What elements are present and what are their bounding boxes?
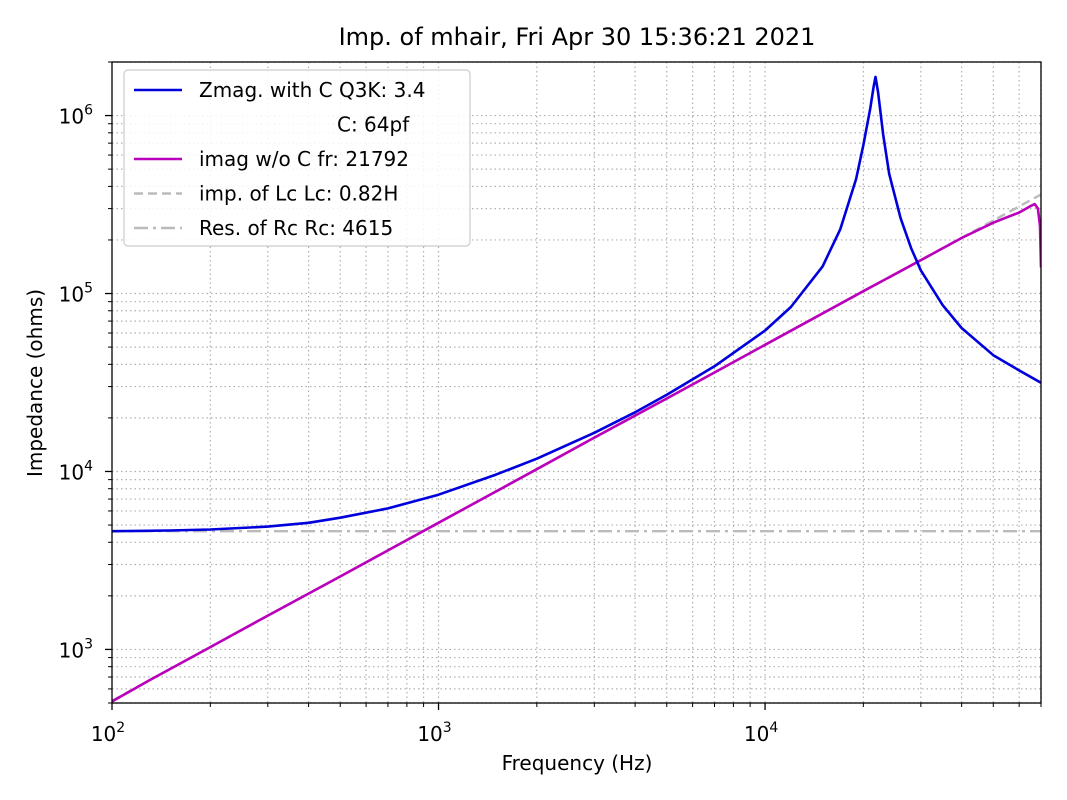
legend-label: Zmag. with C Q3K: 3.4	[199, 78, 425, 102]
axis-ticks: 102 103 104 103 104 105 106	[59, 61, 1042, 746]
series-line	[112, 75, 1041, 533]
legend-label: Res. of Rc Rc: 4615	[199, 216, 393, 240]
y-tick-label: 105	[59, 281, 93, 307]
grid	[112, 61, 1042, 704]
series-line	[112, 202, 1041, 703]
legend-label: C: 64pf	[337, 113, 410, 137]
legend-label: imp. of Lc Lc: 0.82H	[199, 182, 398, 206]
x-tick-label: 104	[744, 720, 778, 746]
y-tick-label: 104	[59, 458, 93, 484]
y-tick-label: 106	[59, 103, 93, 129]
series-layer	[112, 75, 1041, 703]
plot-frame	[111, 61, 1042, 704]
x-tick-label: 102	[91, 720, 125, 746]
x-axis-label: Frequency (Hz)	[502, 751, 653, 775]
y-tick-label: 103	[59, 636, 93, 662]
y-axis-label: Impedance (ohms)	[23, 289, 47, 477]
chart-title: Imp. of mhair, Fri Apr 30 15:36:21 2021	[339, 23, 816, 51]
x-tick-label: 103	[417, 720, 451, 746]
legend: Zmag. with C Q3K: 3.4 C: 64pf imag w/o C f…	[123, 69, 471, 247]
legend-box	[123, 69, 471, 247]
legend-label: imag w/o C fr: 21792	[199, 147, 409, 171]
